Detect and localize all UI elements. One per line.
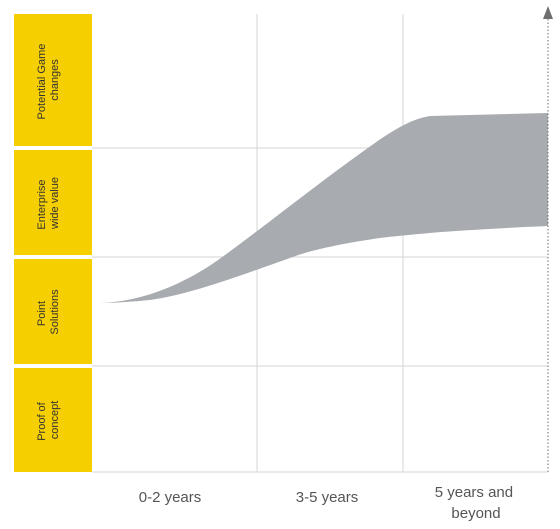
stage-label-point-solutions: Point Solutions [36, 289, 61, 335]
period-labels: 0-2 years 3-5 years 5 years and beyond [139, 484, 518, 522]
stage-band-potential-game-changes [14, 14, 92, 146]
gridlines [92, 14, 548, 473]
stage-band-enterprise-wide-value [14, 150, 92, 255]
stage-band-point-solutions [14, 259, 92, 364]
period-label-3-5-years: 3-5 years [296, 489, 359, 506]
period-label-5-years-and-beyond: 5 years and beyond [435, 484, 518, 522]
stage-label-enterprise-wide-value: Enterprise wide value [36, 176, 61, 230]
period-label-0-2-years: 0-2 years [139, 489, 202, 506]
y-axis-arrow-icon [543, 6, 553, 19]
stage-label-potential-game-changes: Potential Game changes [36, 41, 61, 120]
value-range-area [100, 113, 548, 303]
stage-label-proof-of-concept: Proof of concept [36, 399, 61, 441]
stage-labels: Potential Game changes Enterprise wide v… [36, 41, 61, 441]
stage-band-proof-of-concept [14, 368, 92, 472]
y-axis [543, 6, 553, 472]
stage-bands [14, 14, 92, 472]
